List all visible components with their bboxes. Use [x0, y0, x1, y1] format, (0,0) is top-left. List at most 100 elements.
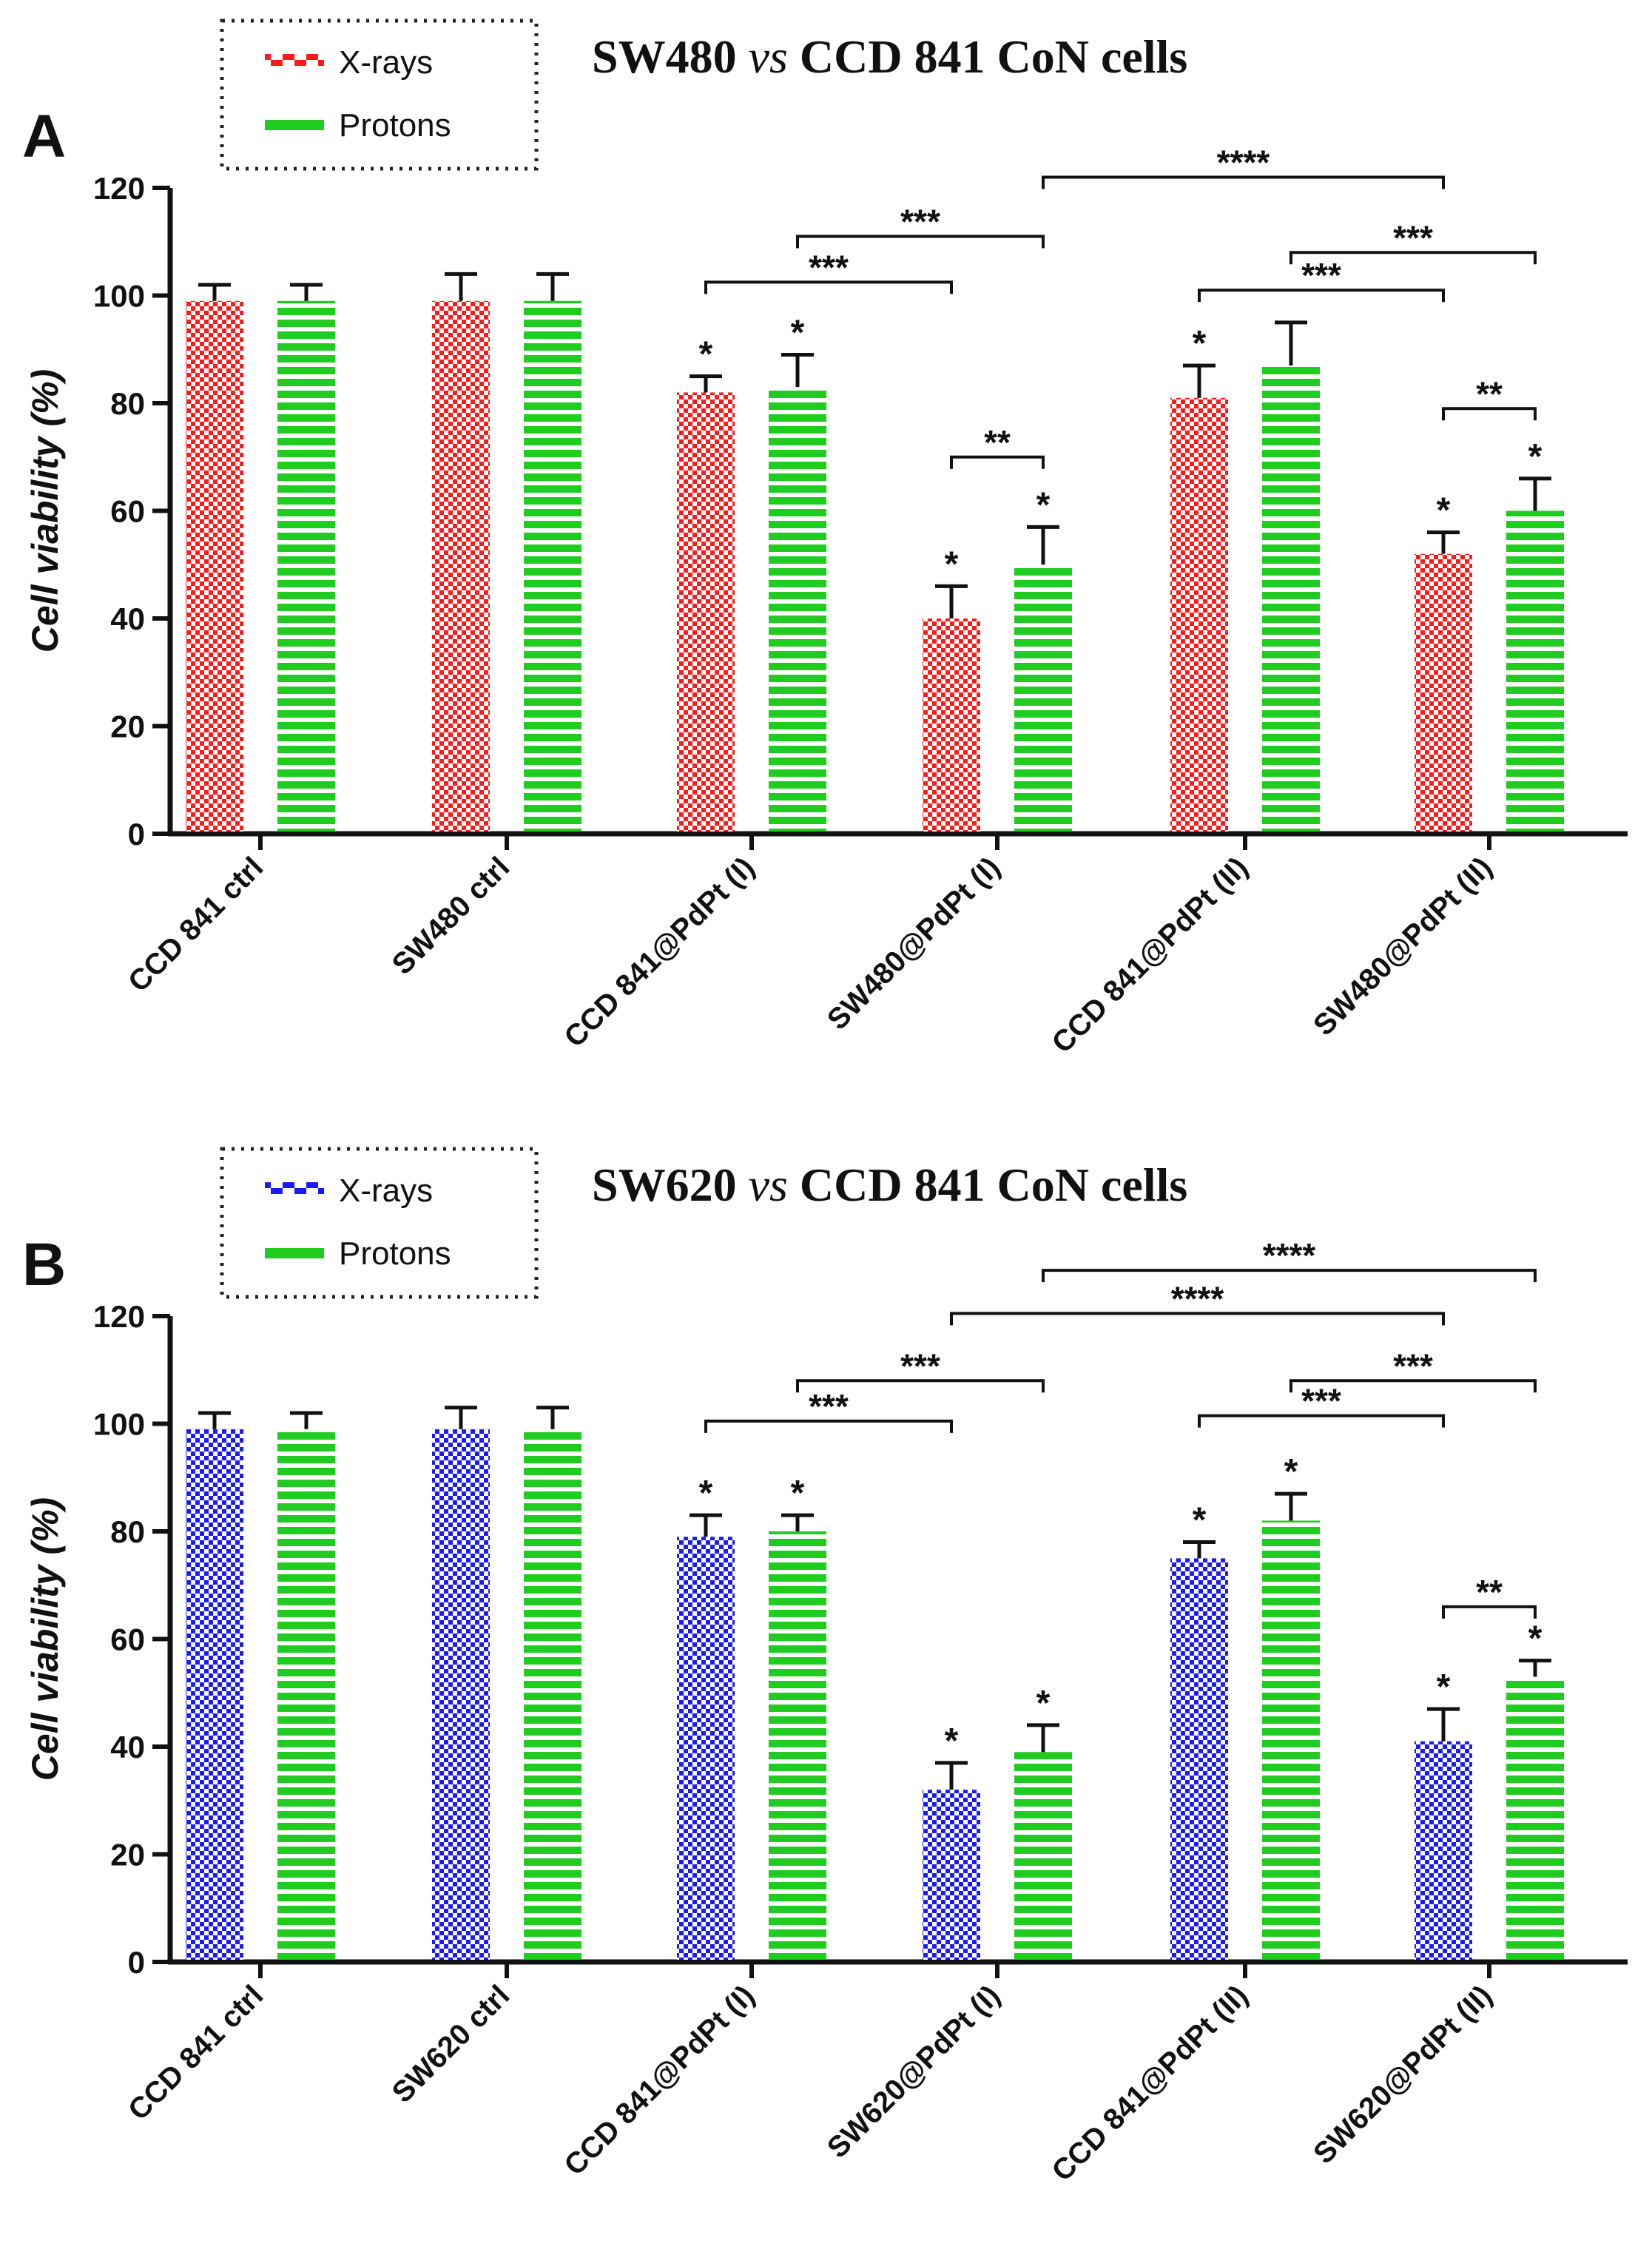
legend-swatch-dot	[318, 1188, 324, 1194]
comparison-bracket	[704, 1419, 953, 1433]
bar	[1262, 365, 1320, 832]
legend: X-rays Protons	[220, 18, 539, 171]
bar	[277, 1429, 335, 1960]
significance-mark: *	[699, 1474, 713, 1513]
comparison-bracket	[796, 1379, 1045, 1393]
legend-swatch-dot	[271, 1188, 277, 1194]
bar	[524, 300, 581, 832]
y-tick-label: 100	[93, 279, 145, 314]
bar	[186, 1429, 243, 1960]
comparison-label: **	[984, 423, 1011, 462]
x-tick-label: SW620 ctrl	[386, 1979, 516, 2109]
comparison-label: **	[1476, 374, 1503, 413]
significance-mark: *	[945, 544, 959, 584]
legend-swatch-dot	[300, 1188, 306, 1194]
panel-label: A	[22, 103, 66, 170]
comparison-bracket	[1042, 175, 1445, 189]
bar	[769, 387, 826, 832]
y-tick-label: 120	[93, 171, 145, 206]
x-tick-label: SW620@PdPt (II)	[1307, 1979, 1498, 2170]
legend-swatch-dot	[289, 54, 294, 60]
bar	[1014, 564, 1072, 832]
bar	[1262, 1520, 1320, 1960]
panel-a: X-rays Protons SW480 vs CCD 841 CoN cells A…	[22, 18, 1628, 1059]
y-tick-label: 0	[128, 1945, 145, 1980]
x-tick-label: CCD 841 ctrl	[122, 1979, 269, 2126]
x-tick-label: CCD 841 ctrl	[122, 851, 269, 998]
x-tick-label: CCD 841@PdPt (I)	[558, 851, 761, 1053]
legend-swatch-dot	[300, 60, 306, 66]
significance-mark: *	[791, 314, 805, 353]
significance-mark: *	[1284, 1452, 1298, 1491]
comparison-bracket	[950, 1312, 1445, 1326]
legend-swatch-dot	[283, 1182, 289, 1188]
legend-swatch-dot	[277, 60, 283, 66]
chart-title: SW620 vs CCD 841 CoN cells	[592, 1159, 1187, 1211]
legend-swatch-dot	[271, 60, 277, 66]
significance-mark: *	[791, 1474, 805, 1513]
comparison-label: ***	[809, 248, 849, 286]
y-tick-label: 60	[110, 1622, 145, 1657]
y-tick-label: 0	[128, 817, 145, 852]
comparison-label: ***	[900, 202, 940, 240]
significance-mark: *	[1528, 437, 1543, 476]
y-axis-label: Cell viability (%)	[24, 369, 66, 653]
significance-mark: *	[1036, 485, 1051, 525]
x-tick-label: SW480@PdPt (II)	[1307, 851, 1498, 1042]
legend-swatch-dot	[283, 54, 289, 60]
bar	[1170, 397, 1228, 832]
bar	[923, 618, 980, 832]
significance-mark: *	[1193, 324, 1207, 363]
comparison-bracket	[1289, 251, 1537, 265]
legend-frame	[220, 18, 539, 171]
bar	[1014, 1752, 1072, 1960]
x-tick-label: SW480@PdPt (I)	[821, 851, 1006, 1036]
y-axis-label: Cell viability (%)	[24, 1497, 66, 1781]
significance-mark: *	[1036, 1684, 1051, 1723]
y-tick-label: 20	[110, 709, 145, 744]
comparison-bracket	[1198, 289, 1445, 303]
y-tick-label: 40	[110, 601, 145, 636]
y-tick-label: 40	[110, 1730, 145, 1764]
x-tick-label: SW620@PdPt (I)	[821, 1979, 1006, 2164]
legend: X-rays Protons	[220, 1147, 539, 1299]
comparison-bracket	[1289, 1379, 1537, 1393]
bar	[1170, 1558, 1228, 1960]
legend-swatch-1	[265, 120, 324, 130]
y-tick-label: 100	[93, 1407, 145, 1442]
y-tick-label: 20	[110, 1838, 145, 1872]
comparison-bracket	[796, 235, 1045, 249]
comparison-label: ****	[1171, 1279, 1224, 1318]
comparison-bracket	[704, 280, 953, 294]
bar	[677, 1537, 735, 1960]
bar	[923, 1790, 980, 1960]
bar	[769, 1531, 826, 1960]
bar	[432, 300, 490, 832]
y-tick-label: 120	[93, 1299, 145, 1334]
comparison-label: ***	[809, 1387, 849, 1426]
comparison-label: ***	[1301, 1382, 1341, 1420]
comparison-label: ****	[1217, 143, 1270, 181]
significance-mark: *	[1528, 1619, 1543, 1659]
comparison-label: **	[1476, 1573, 1503, 1611]
comparison-label: ***	[1393, 218, 1433, 257]
comparison-label: ****	[1263, 1236, 1316, 1275]
panel-b: X-rays Protons SW620 vs CCD 841 CoN cells B…	[22, 1147, 1628, 2188]
legend-label: X-rays	[339, 44, 433, 81]
legend-swatch-dot	[318, 60, 324, 66]
significance-mark: *	[1193, 1501, 1207, 1540]
legend-frame	[220, 1147, 539, 1299]
bar	[186, 300, 243, 832]
legend-label: Protons	[339, 1235, 451, 1272]
bar	[1506, 510, 1564, 832]
y-tick-label: 60	[110, 494, 145, 529]
legend-swatch-dot	[312, 54, 318, 60]
comparison-label: ***	[900, 1346, 940, 1385]
bar	[1415, 553, 1472, 832]
comparison-bracket	[1442, 1605, 1537, 1619]
y-tick-label: 80	[110, 386, 145, 421]
comparison-bracket	[1442, 407, 1537, 421]
comparison-bracket	[1198, 1414, 1445, 1428]
legend-swatch-dot	[265, 1182, 271, 1188]
